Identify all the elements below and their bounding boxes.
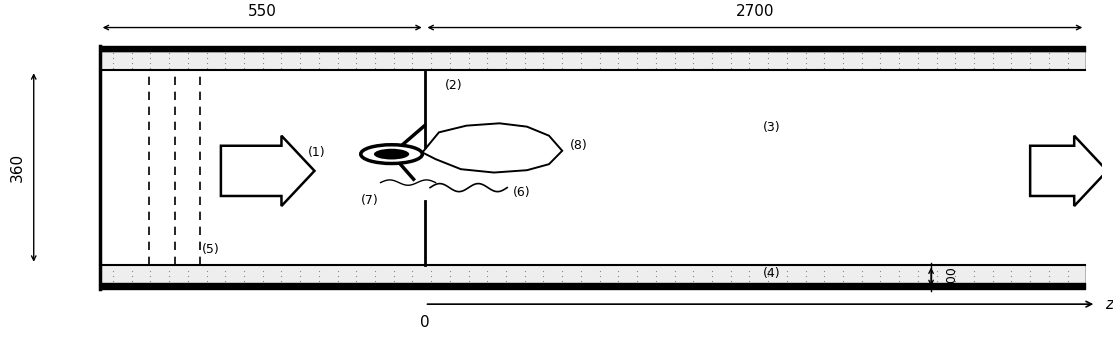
Text: (2): (2) bbox=[444, 79, 462, 92]
Text: 2700: 2700 bbox=[736, 4, 775, 19]
Text: 0: 0 bbox=[420, 315, 430, 330]
Circle shape bbox=[374, 149, 410, 159]
Text: (6): (6) bbox=[513, 186, 530, 199]
Text: (7): (7) bbox=[361, 194, 378, 207]
Polygon shape bbox=[220, 136, 315, 206]
Text: (1): (1) bbox=[308, 146, 325, 159]
Circle shape bbox=[361, 145, 423, 163]
Bar bbox=[100, 265, 1085, 283]
Text: 100: 100 bbox=[944, 265, 957, 289]
Text: (4): (4) bbox=[762, 267, 780, 280]
Text: (8): (8) bbox=[570, 139, 588, 152]
Text: (3): (3) bbox=[762, 121, 780, 134]
Bar bbox=[100, 52, 1085, 71]
Text: 360: 360 bbox=[10, 153, 24, 182]
Text: (5): (5) bbox=[203, 243, 220, 256]
Polygon shape bbox=[1031, 136, 1107, 206]
Text: z: z bbox=[1105, 297, 1113, 312]
Text: 550: 550 bbox=[248, 4, 277, 19]
